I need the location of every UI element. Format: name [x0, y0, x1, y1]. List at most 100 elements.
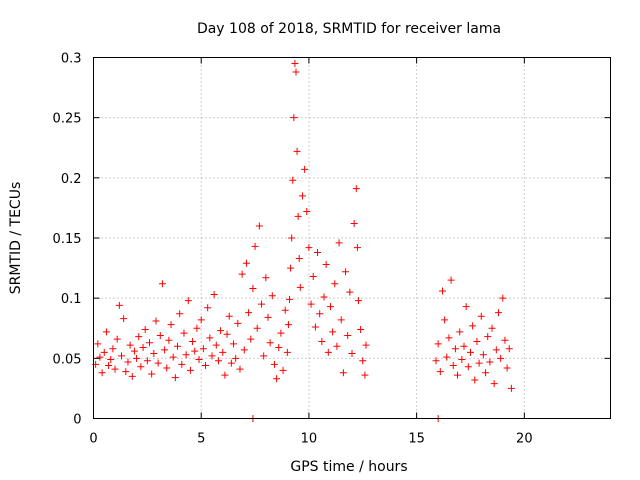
data-point — [505, 345, 513, 353]
data-point — [469, 322, 477, 330]
data-point — [217, 327, 225, 335]
data-point — [146, 339, 154, 347]
data-point — [152, 317, 160, 325]
data-point — [288, 234, 296, 242]
data-point — [219, 348, 227, 356]
data-point — [102, 328, 110, 336]
data-point — [126, 341, 134, 349]
data-point — [234, 319, 242, 327]
data-point — [296, 283, 304, 291]
data-point — [94, 340, 102, 348]
data-point — [107, 356, 115, 364]
data-point — [182, 351, 190, 359]
data-point — [346, 288, 354, 296]
y-tick-label: 0.15 — [53, 232, 82, 247]
data-point — [275, 344, 283, 352]
data-point — [281, 306, 289, 314]
data-point — [169, 353, 177, 361]
data-point — [141, 325, 149, 333]
data-point — [118, 352, 126, 360]
data-point — [120, 315, 128, 323]
x-tick-label: 20 — [516, 432, 533, 447]
data-point — [333, 342, 341, 350]
data-point — [225, 312, 233, 320]
grid-lines — [93, 57, 611, 419]
data-point — [111, 365, 119, 373]
data-point — [178, 360, 186, 368]
data-point — [230, 340, 238, 348]
data-point — [270, 360, 278, 368]
data-point — [314, 248, 322, 256]
data-point — [486, 358, 494, 366]
chart-title: Day 108 of 2018, SRMTID for receiver lam… — [197, 21, 501, 37]
data-point — [458, 356, 466, 364]
y-tick-label: 0.3 — [61, 52, 82, 67]
data-point — [189, 337, 197, 345]
data-point — [266, 339, 274, 347]
data-point — [186, 366, 194, 374]
data-point — [361, 371, 369, 379]
data-point — [161, 346, 169, 354]
data-point — [477, 312, 485, 320]
data-point — [298, 192, 306, 200]
data-point — [137, 363, 145, 371]
data-point — [335, 239, 343, 247]
data-point — [238, 270, 246, 278]
data-point — [139, 344, 147, 352]
data-point — [204, 304, 212, 312]
data-point — [158, 280, 166, 288]
data-point — [322, 260, 330, 268]
data-point — [357, 325, 365, 333]
data-point — [443, 353, 451, 361]
data-point — [260, 352, 268, 360]
data-point — [202, 362, 210, 370]
data-point — [273, 375, 281, 383]
data-point — [210, 291, 218, 299]
x-tick-label: 10 — [301, 432, 318, 447]
data-point — [473, 337, 481, 345]
data-point — [507, 384, 515, 392]
data-point — [475, 359, 483, 367]
data-point — [174, 342, 182, 350]
data-point — [206, 334, 214, 342]
data-point — [362, 341, 370, 349]
data-point — [236, 365, 244, 373]
data-point — [130, 347, 138, 355]
data-point — [133, 354, 141, 362]
data-point — [466, 348, 474, 356]
data-point — [490, 380, 498, 388]
tick-labels: 0 0.05 0.1 0.15 0.2 0.25 0.3 0 5 10 15 20 — [53, 52, 533, 447]
data-point — [96, 353, 104, 361]
data-point — [344, 331, 352, 339]
data-point — [176, 310, 184, 318]
data-point — [268, 292, 276, 300]
data-point — [251, 242, 259, 250]
x-axis-label: GPS time / hours — [290, 459, 407, 475]
data-point — [438, 287, 446, 295]
data-point — [284, 321, 292, 329]
data-point — [249, 285, 257, 293]
data-point — [253, 324, 261, 332]
data-point — [501, 336, 509, 344]
data-point — [122, 368, 130, 376]
data-point — [479, 351, 487, 359]
data-point — [494, 309, 502, 317]
data-point — [441, 316, 449, 324]
data-point — [109, 345, 117, 353]
data-point — [258, 300, 266, 308]
data-point — [460, 342, 468, 350]
data-point — [171, 374, 179, 382]
data-point — [348, 350, 356, 358]
data-point — [286, 295, 294, 303]
data-point — [339, 369, 347, 377]
data-point — [449, 362, 457, 370]
data-point — [303, 208, 311, 216]
data-point — [309, 273, 317, 281]
y-tick-label: 0.05 — [53, 352, 82, 367]
data-point — [156, 331, 164, 339]
data-point — [307, 300, 315, 308]
data-point — [212, 341, 220, 349]
data-point — [180, 329, 188, 337]
data-point — [329, 328, 337, 336]
data-point — [150, 350, 158, 358]
